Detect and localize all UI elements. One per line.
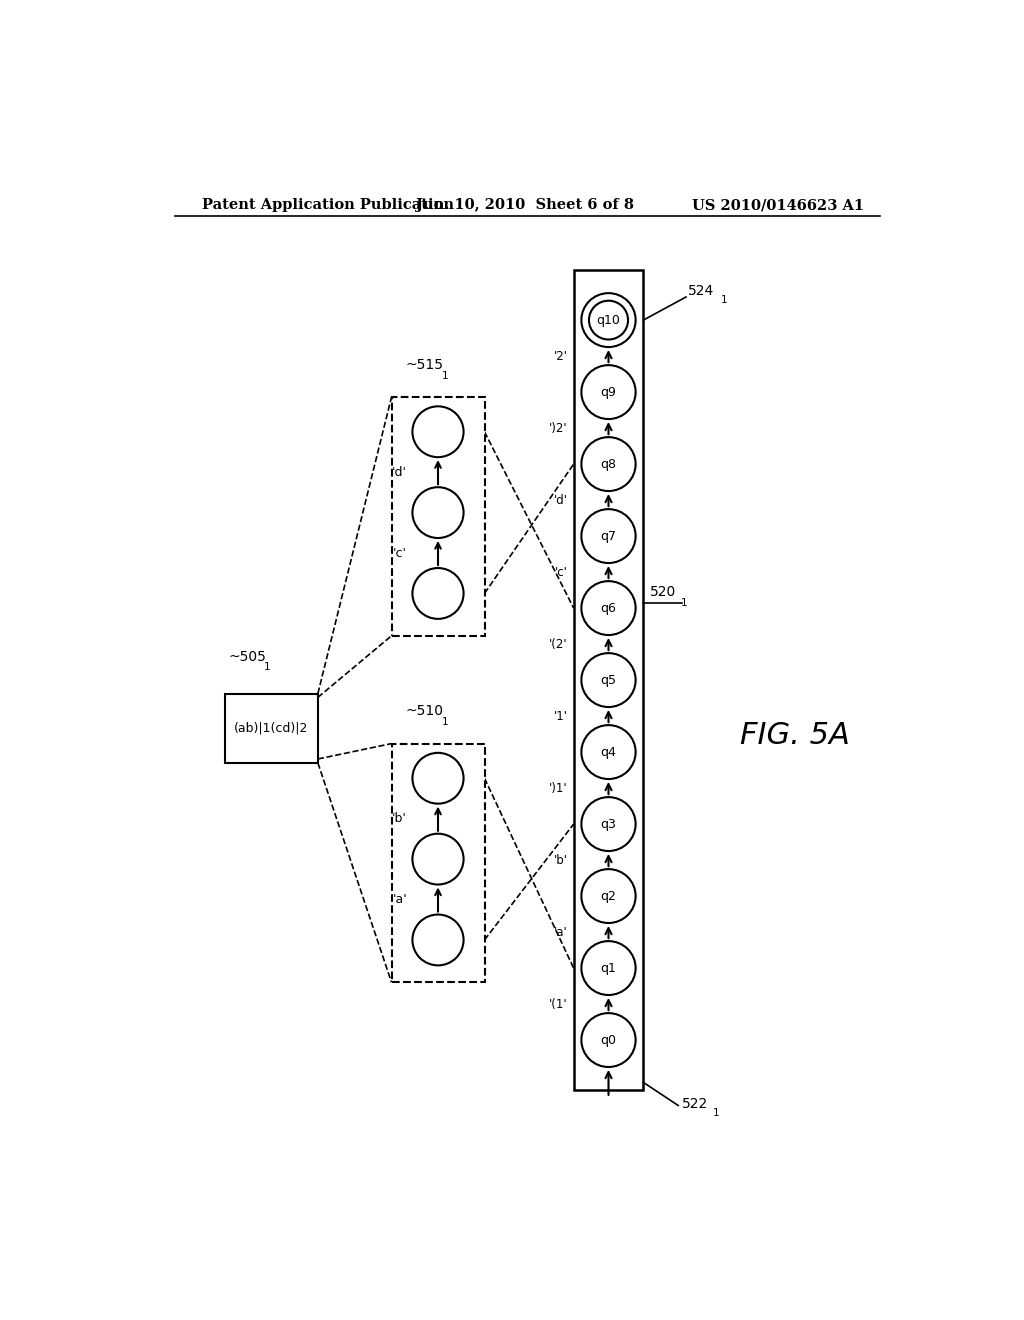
Text: q1: q1 — [600, 961, 616, 974]
Text: 1: 1 — [721, 296, 727, 305]
Text: 'c': 'c' — [393, 546, 407, 560]
Text: 'd': 'd' — [392, 466, 407, 479]
Text: 524: 524 — [688, 284, 715, 298]
Circle shape — [413, 834, 464, 884]
Text: US 2010/0146623 A1: US 2010/0146623 A1 — [692, 198, 864, 213]
Bar — [225, 693, 317, 763]
Circle shape — [582, 293, 636, 347]
Text: q7: q7 — [600, 529, 616, 543]
Text: q3: q3 — [600, 817, 616, 830]
Text: q2: q2 — [600, 890, 616, 903]
Circle shape — [582, 797, 636, 851]
Text: ')1': ')1' — [549, 781, 567, 795]
Text: Jun. 10, 2010  Sheet 6 of 8: Jun. 10, 2010 Sheet 6 of 8 — [416, 198, 634, 213]
Circle shape — [582, 941, 636, 995]
Circle shape — [413, 487, 464, 539]
Text: q8: q8 — [600, 458, 616, 471]
Text: '1': '1' — [553, 710, 567, 722]
Circle shape — [582, 437, 636, 491]
Text: '(2': '(2' — [549, 638, 567, 651]
Circle shape — [582, 510, 636, 564]
Text: 1: 1 — [713, 1109, 720, 1118]
Bar — [391, 397, 484, 636]
Text: 1: 1 — [442, 717, 449, 727]
Text: 'c': 'c' — [555, 565, 567, 578]
Text: 'b': 'b' — [392, 812, 407, 825]
Text: q6: q6 — [600, 602, 616, 615]
Text: '(1': '(1' — [549, 998, 567, 1011]
Text: q0: q0 — [600, 1034, 616, 1047]
Circle shape — [582, 1014, 636, 1067]
Text: q10: q10 — [597, 314, 621, 326]
Text: ~515: ~515 — [406, 358, 443, 372]
Circle shape — [413, 752, 464, 804]
Text: 1: 1 — [263, 663, 270, 672]
Text: ~510: ~510 — [406, 705, 443, 718]
Text: q5: q5 — [600, 673, 616, 686]
Circle shape — [582, 653, 636, 708]
Bar — [573, 271, 643, 1090]
Circle shape — [582, 581, 636, 635]
Circle shape — [589, 301, 628, 339]
Text: 'b': 'b' — [553, 854, 567, 866]
Text: Patent Application Publication: Patent Application Publication — [202, 198, 454, 213]
Text: ')2': ')2' — [549, 421, 567, 434]
Text: 1: 1 — [681, 598, 687, 609]
Text: 1: 1 — [442, 371, 449, 380]
Text: q9: q9 — [600, 385, 616, 399]
Text: '2': '2' — [553, 350, 567, 363]
Text: 'a': 'a' — [554, 925, 567, 939]
Text: ~505: ~505 — [228, 649, 266, 664]
Text: 'a': 'a' — [392, 894, 407, 906]
Bar — [391, 743, 484, 982]
Circle shape — [582, 366, 636, 418]
Text: 'd': 'd' — [553, 494, 567, 507]
Circle shape — [413, 407, 464, 457]
Text: FIG. 5A: FIG. 5A — [740, 722, 850, 750]
Text: 522: 522 — [682, 1097, 709, 1111]
Text: q4: q4 — [600, 746, 616, 759]
Text: 520: 520 — [649, 585, 676, 598]
Circle shape — [413, 568, 464, 619]
Circle shape — [582, 725, 636, 779]
Circle shape — [582, 869, 636, 923]
Text: (ab)|1(cd)|2: (ab)|1(cd)|2 — [234, 722, 308, 735]
Circle shape — [413, 915, 464, 965]
